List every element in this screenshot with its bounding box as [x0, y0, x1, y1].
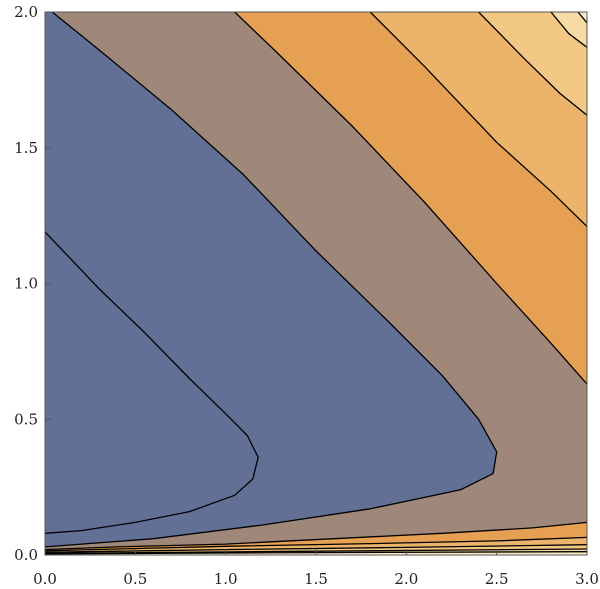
contour-line-0 [45, 231, 259, 534]
x-axis: 0.0 0.5 1.0 1.5 2.0 2.5 3.0 [33, 549, 599, 588]
x-tick-label-6: 3.0 [575, 570, 599, 588]
contour-line-10 [577, 12, 587, 24]
contour-line-2 [234, 12, 587, 385]
contour-line-8 [550, 12, 587, 48]
contour-line-4 [369, 12, 587, 227]
contour-line-6 [478, 12, 587, 116]
y-tick-label-1: 0.5 [14, 410, 38, 428]
y-axis: 0.0 0.5 1.0 1.5 2.0 [14, 3, 51, 564]
contour-bands [45, 12, 587, 555]
x-tick-label-4: 2.0 [394, 570, 418, 588]
y-tick-label-4: 2.0 [14, 3, 38, 21]
x-tick-label-5: 2.5 [485, 570, 509, 588]
x-tick-label-2: 1.0 [214, 570, 238, 588]
x-tick-label-0: 0.0 [33, 570, 57, 588]
x-tick-label-1: 0.5 [123, 570, 147, 588]
contour-line-5 [45, 536, 587, 552]
contour-line-3 [45, 521, 587, 551]
y-tick-label-3: 1.5 [14, 139, 38, 157]
y-tick-label-0: 0.0 [14, 546, 38, 564]
contour-line-1 [45, 12, 498, 548]
x-tick-label-3: 1.5 [304, 570, 328, 588]
y-tick-label-2: 1.0 [14, 275, 38, 293]
